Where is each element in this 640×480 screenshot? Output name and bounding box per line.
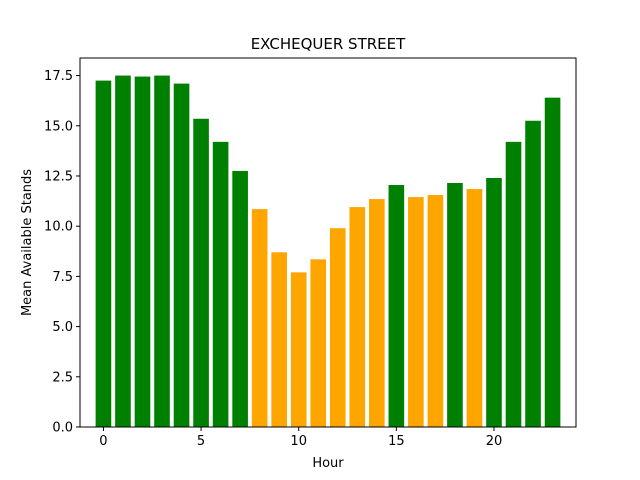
y-axis: 0.0 2.5 5.0 7.5 10.0 12.5 15.0 17.5	[44, 69, 80, 436]
x-axis: 0 5 10 15 20	[99, 427, 502, 449]
y-tick-label: 5.0	[52, 320, 73, 335]
y-axis-label: Mean Available Stands	[20, 169, 35, 316]
bar-hour-3	[154, 75, 170, 428]
bar-hour-5	[193, 118, 209, 427]
plot-frame	[79, 57, 577, 428]
bar-hour-13	[349, 207, 366, 427]
bar-hour-7	[232, 170, 248, 428]
bar-hour-16	[408, 197, 424, 427]
x-tick-label: 0	[99, 434, 107, 449]
y-tick-label: 15.0	[44, 119, 73, 134]
y-tick-label: 7.5	[52, 270, 73, 285]
bar-hour-22	[525, 120, 541, 428]
y-tick-label: 0.0	[52, 421, 73, 436]
bar-hour-10	[290, 272, 307, 427]
bar-hour-20	[486, 177, 502, 427]
bar-hour-12	[329, 228, 346, 427]
chart-title: EXCHEQUER STREET	[251, 35, 406, 53]
x-tick-label: 10	[290, 434, 307, 449]
bars-group	[95, 75, 561, 428]
bar-hour-18	[447, 183, 463, 427]
x-tick-label: 15	[388, 434, 405, 449]
bar-hour-8	[251, 209, 268, 427]
bar-hour-14	[369, 199, 385, 427]
y-tick-label: 2.5	[52, 370, 73, 385]
y-tick-label: 12.5	[44, 169, 73, 184]
bar-hour-9	[271, 252, 287, 427]
bar-hour-15	[388, 185, 405, 427]
bar-hour-4	[173, 83, 190, 428]
bar-hour-19	[466, 189, 483, 427]
y-tick-label: 17.5	[44, 69, 73, 84]
bar-hour-2	[134, 76, 151, 428]
bar-hour-6	[212, 141, 229, 427]
y-tick-label: 10.0	[44, 220, 73, 235]
bar-hour-11	[310, 259, 327, 427]
bar-hour-21	[505, 141, 522, 427]
x-axis-label: Hour	[312, 456, 344, 471]
bar-hour-0	[95, 80, 112, 428]
x-tick-label: 5	[197, 434, 205, 449]
x-tick-label: 20	[486, 434, 503, 449]
bar-hour-17	[427, 195, 444, 427]
bar-hour-23	[544, 97, 561, 427]
bar-hour-1	[115, 75, 131, 428]
